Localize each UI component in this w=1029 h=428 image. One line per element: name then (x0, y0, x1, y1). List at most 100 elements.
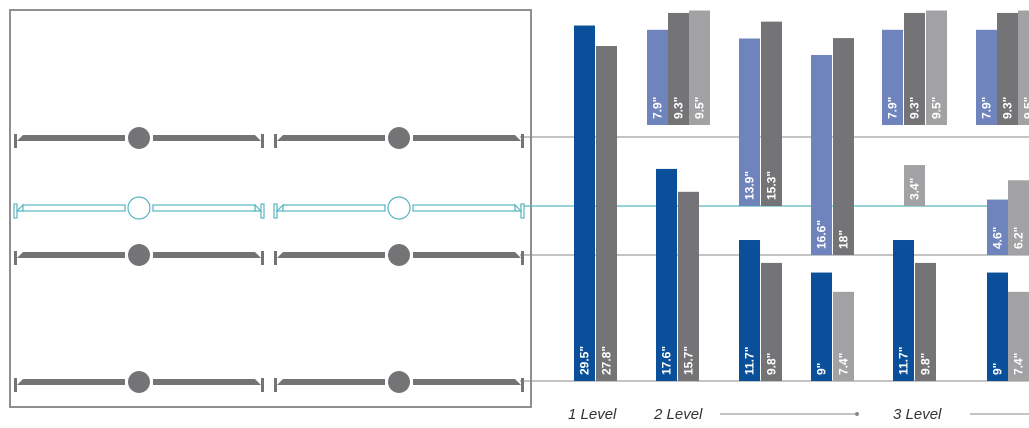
rail-bracket-left (14, 251, 17, 265)
rail-bracket-right (261, 378, 264, 392)
bar-value-label: 9.8" (919, 353, 933, 375)
rail-bar-right (152, 204, 256, 212)
cabinet-frame (9, 9, 532, 408)
rail-bar-left (23, 252, 125, 258)
bar (596, 46, 617, 381)
level-label-2: 2 Level (653, 406, 703, 423)
bar (882, 29, 903, 125)
bar (904, 165, 925, 206)
rail-knob (387, 196, 411, 220)
bar (833, 291, 854, 381)
rail-knob (127, 196, 151, 220)
rail-bracket-left (274, 251, 277, 265)
level-label-3: 3 Level (893, 406, 942, 423)
bar (1008, 180, 1029, 255)
bar-value-label: 9.5" (693, 97, 707, 119)
rail-bar-left (283, 135, 385, 141)
rail-hook-left (277, 379, 283, 385)
rail-hook-left (275, 203, 284, 212)
bar-value-label: 9" (815, 363, 829, 375)
rail-bracket-left (14, 378, 17, 392)
bar (647, 29, 668, 125)
rail-bar-left (22, 204, 126, 212)
rail-bar-left (23, 379, 125, 385)
rail-hook-left (17, 379, 23, 385)
rail-hook-left (277, 135, 283, 141)
rail-bracket-right (261, 251, 264, 265)
bar-value-label: 15.3" (765, 171, 779, 200)
rail-bracket-right (521, 251, 524, 265)
rail-hook-right (254, 203, 263, 212)
rail-bracket-right (261, 134, 264, 148)
rail-bracket-right (521, 134, 524, 148)
shelf-rail (14, 371, 264, 393)
bar-value-label: 9.8" (765, 353, 779, 375)
bar-value-label: 11.7" (897, 347, 911, 375)
bar (997, 12, 1018, 126)
shelf-rail (274, 127, 524, 149)
bar-value-label: 17.6" (660, 346, 674, 375)
rail-hook-right (515, 135, 521, 141)
bar (739, 38, 760, 206)
bar (668, 12, 689, 126)
rail-bracket-left (274, 134, 277, 148)
bar (761, 21, 782, 207)
bar (833, 38, 854, 255)
bar (811, 54, 832, 255)
bar (926, 10, 947, 125)
rail-bar-right (413, 379, 515, 385)
rail-knob (128, 127, 150, 149)
bar-value-label: 7.4" (1012, 353, 1026, 375)
bar (761, 262, 782, 381)
bar (904, 12, 925, 126)
bar-value-label: 9.5" (1022, 97, 1029, 119)
rail-bar-right (412, 204, 516, 212)
rail-bar-right (413, 135, 515, 141)
bar (976, 29, 997, 125)
bar-value-label: 7.9" (651, 97, 665, 119)
bar (1018, 10, 1029, 125)
rail-hook-right (515, 252, 521, 258)
rail-hook-left (17, 252, 23, 258)
level-label-1: 1 Level (568, 406, 617, 423)
rail-hook-left (17, 135, 23, 141)
bar (689, 10, 710, 125)
rail-bar-left (283, 252, 385, 258)
rail-bar-left (282, 204, 386, 212)
rail-knob (388, 127, 410, 149)
bar-value-label: 4.6" (991, 227, 1005, 249)
bar-value-label: 13.9" (743, 171, 757, 200)
rail-bar-left (23, 135, 125, 141)
bar-value-label: 9.5" (930, 97, 944, 119)
bar-value-label: 11.7" (743, 347, 757, 375)
shelf-rail (14, 127, 264, 149)
bar (1008, 291, 1029, 381)
bar-value-label: 9.3" (1001, 97, 1015, 119)
rail-bar-right (153, 252, 255, 258)
shelf-rail (14, 244, 264, 266)
shelf-rail (274, 244, 524, 266)
bar (811, 272, 832, 381)
bar-value-label: 29.5" (578, 346, 592, 375)
bar-value-label: 7.9" (886, 97, 900, 119)
rail-bar-right (153, 135, 255, 141)
bar (739, 240, 760, 381)
bar (893, 240, 914, 381)
rail-bar-right (153, 379, 255, 385)
rail-bracket-left (274, 378, 277, 392)
shelf-rail (273, 196, 525, 220)
rail-bracket-right (521, 378, 524, 392)
bar-value-label: 27.8" (600, 346, 614, 375)
bar-series (574, 10, 1029, 382)
bar-value-label: 9.3" (908, 97, 922, 119)
rail-knob (128, 244, 150, 266)
bar (987, 199, 1008, 255)
bar (678, 191, 699, 381)
bar-value-label: 16.6" (815, 220, 829, 249)
bar-value-label: 15.7" (682, 346, 696, 375)
rail-hook-left (15, 203, 24, 212)
bar (574, 25, 595, 382)
bar (987, 272, 1008, 381)
bar-value-label: 3.4" (908, 178, 922, 200)
